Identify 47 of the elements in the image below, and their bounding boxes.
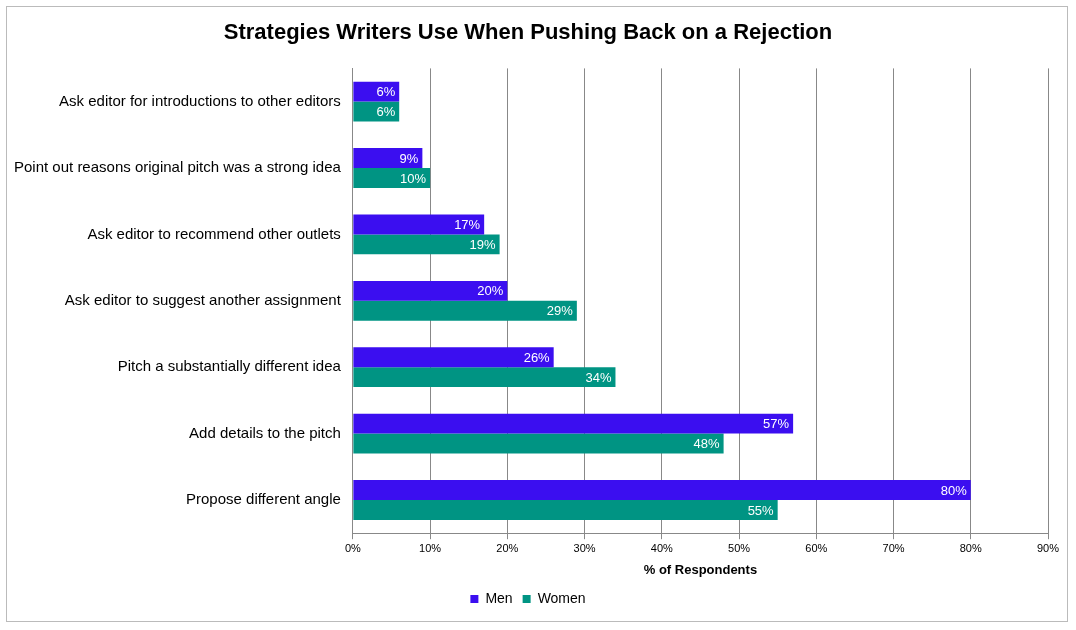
data-label: 10%: [400, 170, 427, 186]
data-label: 29%: [546, 303, 574, 319]
x-tick-label: 60%: [805, 541, 828, 554]
chart-title: Strategies Writers Use When Pushing Back on a Rejection: [223, 19, 833, 45]
bar: [353, 347, 554, 368]
data-label: 6%: [376, 104, 396, 120]
x-tick-label: 30%: [573, 541, 596, 554]
x-tick-label: 80%: [959, 541, 982, 554]
data-label: 17%: [454, 217, 481, 233]
legend-label: Men: [485, 589, 513, 606]
bar: [353, 300, 577, 321]
x-tick-label: 40%: [650, 541, 674, 554]
data-label: 20%: [477, 283, 504, 299]
y-tick-label: Propose different angle: [186, 490, 341, 508]
bar: [353, 433, 724, 454]
x-tick-label: 20%: [496, 541, 519, 554]
y-tick-label: Ask editor for introductions to other editors: [59, 91, 341, 109]
bar: [353, 500, 778, 520]
bar: [353, 280, 508, 301]
x-tick-label: 10%: [419, 541, 442, 554]
x-tick-label: 0%: [344, 541, 362, 554]
y-tick-label: Ask editor to recommend other outlets: [87, 224, 341, 242]
data-label: 26%: [523, 349, 551, 365]
bar: [353, 214, 485, 235]
x-tick-label: 50%: [728, 541, 751, 554]
y-tick-label: Ask editor to suggest another assignment: [64, 290, 342, 308]
data-label: 57%: [763, 416, 790, 432]
data-label: 55%: [747, 502, 775, 518]
y-tick-label: Pitch a substantially different idea: [117, 357, 342, 375]
legend-label: Women: [537, 589, 586, 606]
data-label: 19%: [469, 236, 497, 252]
y-tick-label: Add details to the pitch: [189, 423, 341, 441]
bar: [353, 234, 500, 255]
bar: [353, 480, 971, 500]
y-tick-label: Point out reasons original pitch was a strong idea: [14, 158, 342, 176]
data-label: 48%: [693, 436, 721, 452]
data-label: 9%: [399, 150, 419, 166]
x-tick-label: 70%: [882, 541, 905, 554]
x-axis-title: % of Respondents: [643, 561, 758, 577]
data-label: 6%: [376, 84, 396, 100]
data-label: 80%: [940, 482, 968, 498]
bar: [353, 168, 431, 188]
x-tick-label: 90%: [1036, 541, 1060, 554]
bar: [353, 367, 616, 388]
bar: [353, 413, 794, 434]
bar: [353, 148, 423, 168]
data-label: 34%: [585, 369, 612, 385]
